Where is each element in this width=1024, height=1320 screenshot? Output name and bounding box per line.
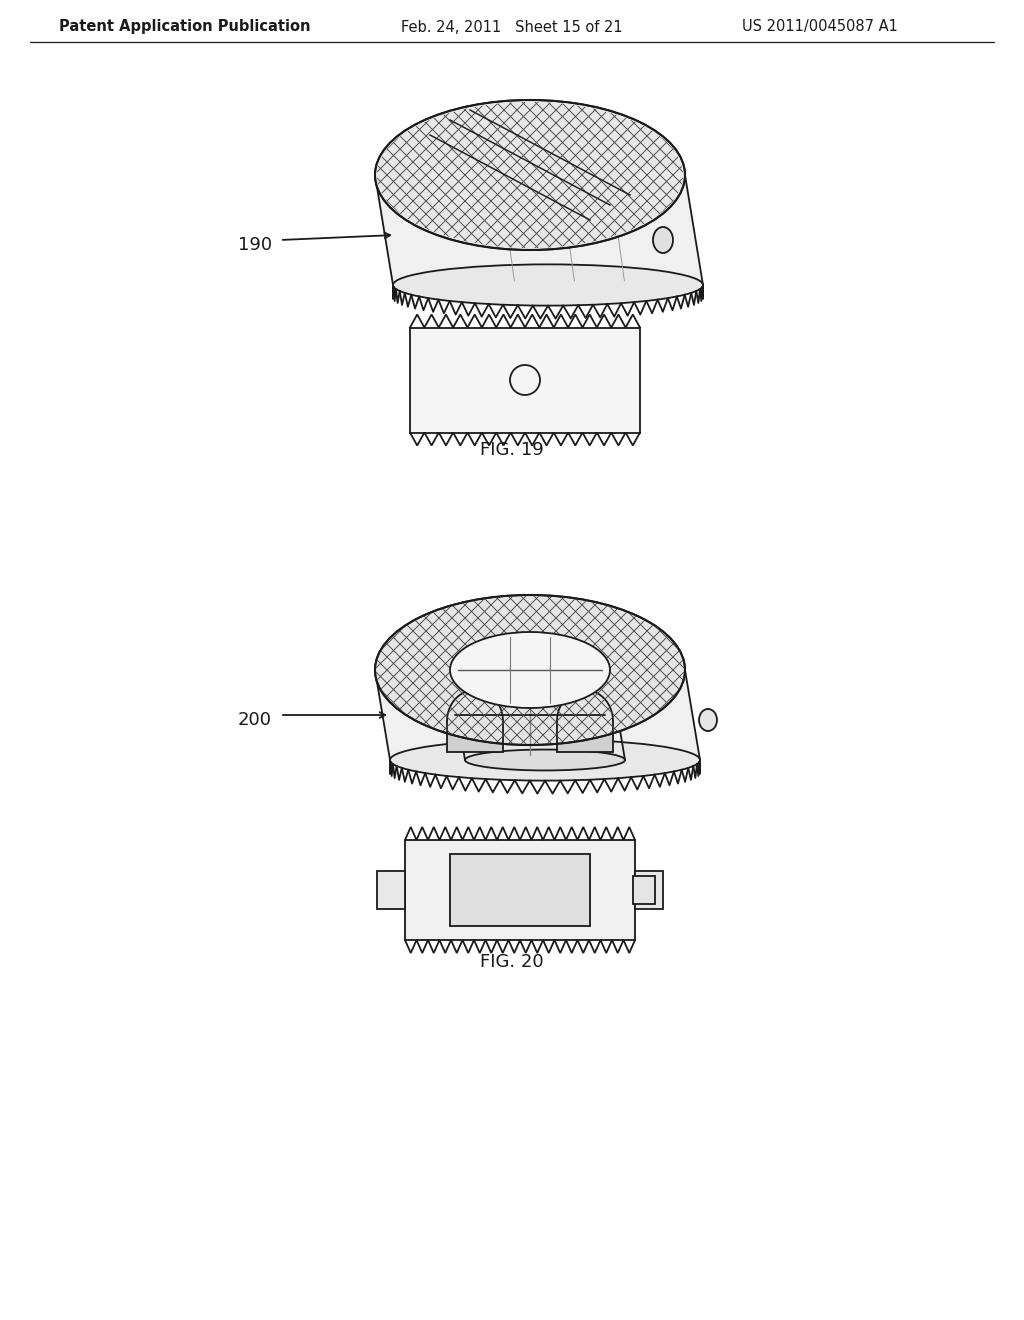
Text: FIG. 20: FIG. 20 [480,953,544,972]
Polygon shape [447,690,503,752]
Ellipse shape [375,595,685,744]
Text: Feb. 24, 2011   Sheet 15 of 21: Feb. 24, 2011 Sheet 15 of 21 [401,20,623,34]
Text: Patent Application Publication: Patent Application Publication [59,20,310,34]
Bar [635,871,663,909]
Text: 200: 200 [238,711,272,729]
Text: FIG. 19: FIG. 19 [480,441,544,459]
Ellipse shape [377,102,683,248]
Bar [450,854,590,927]
Ellipse shape [450,632,610,708]
Ellipse shape [376,597,684,744]
Bar [410,327,640,433]
Bar [633,876,655,904]
Ellipse shape [377,102,683,248]
Ellipse shape [390,739,700,780]
Ellipse shape [377,102,683,248]
Ellipse shape [375,100,685,249]
Ellipse shape [653,227,673,253]
Ellipse shape [377,102,683,248]
Text: US 2011/0045087 A1: US 2011/0045087 A1 [742,20,898,34]
Bar [377,871,406,909]
Ellipse shape [393,264,703,306]
Polygon shape [375,671,700,760]
Bar [406,840,635,940]
Polygon shape [557,690,613,752]
Ellipse shape [699,709,717,731]
Polygon shape [375,176,703,285]
Ellipse shape [376,597,684,744]
Text: 190: 190 [238,236,272,253]
Ellipse shape [377,102,683,248]
Ellipse shape [465,750,625,771]
